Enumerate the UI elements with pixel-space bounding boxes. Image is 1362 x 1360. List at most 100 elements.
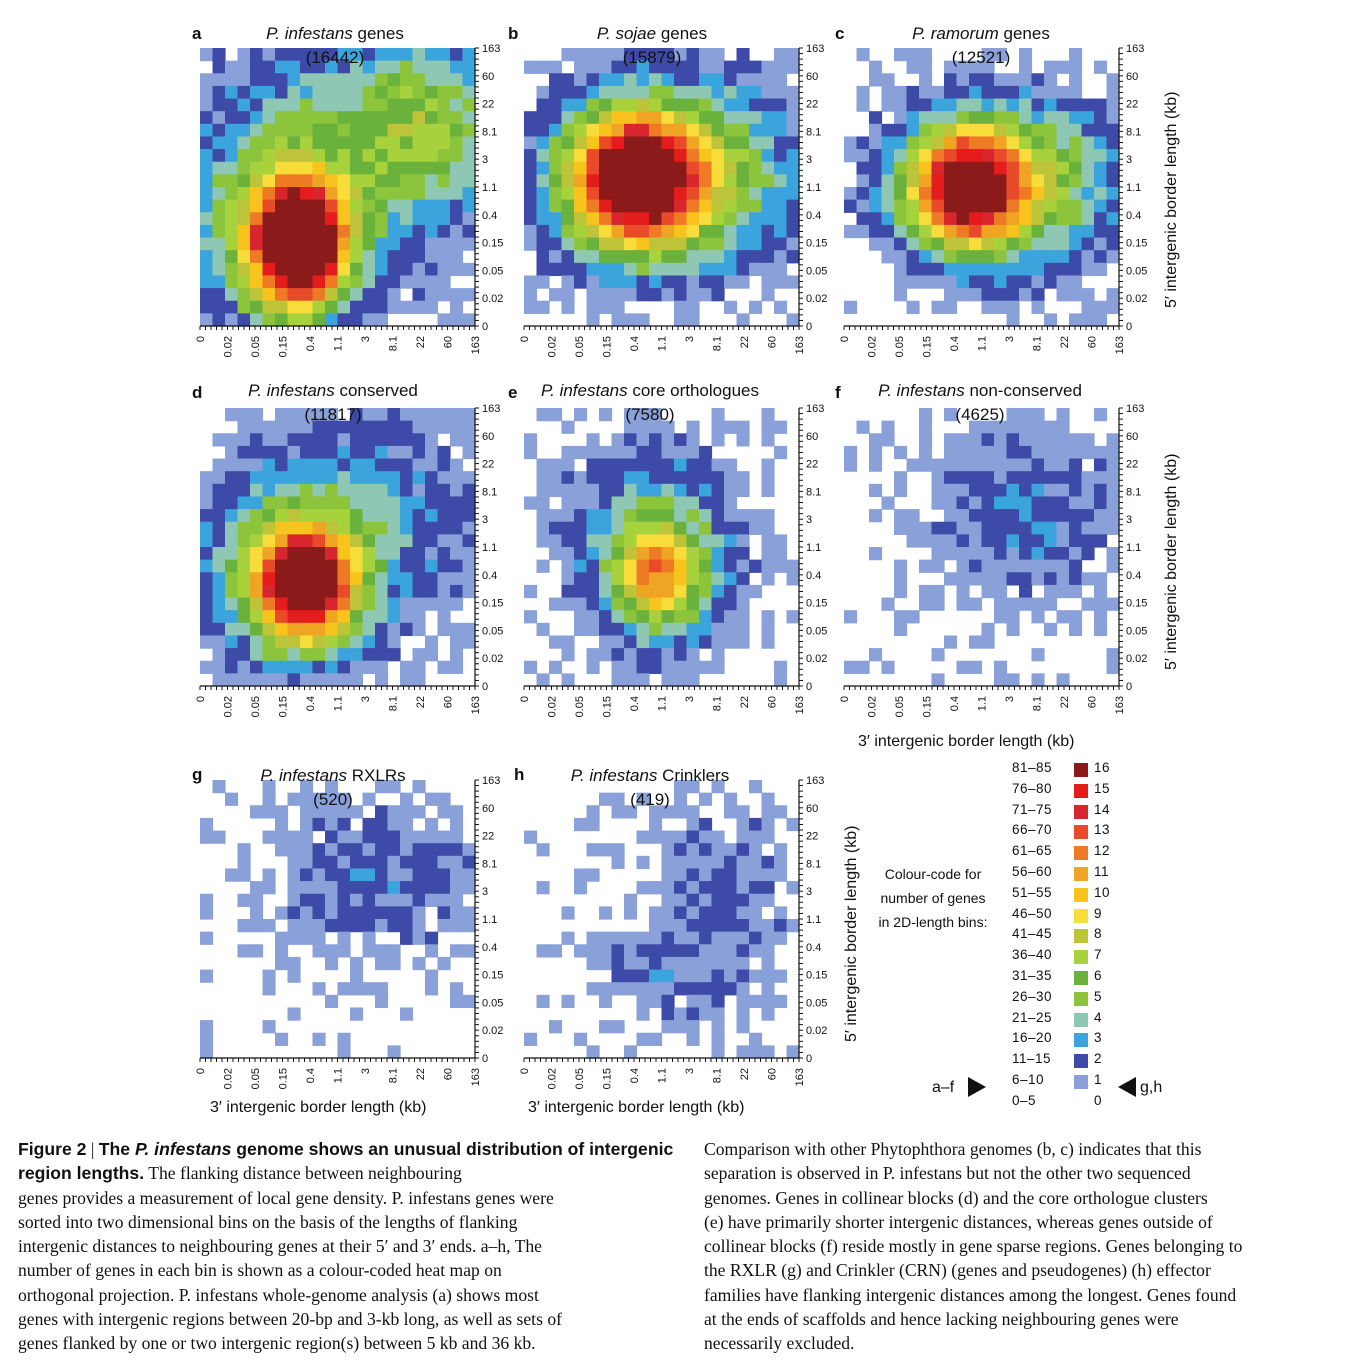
heatmap-cell [412, 622, 426, 637]
heatmap-cell [919, 224, 933, 239]
x-tick-label: 0.02 [547, 696, 559, 717]
heatmap-cell [636, 660, 650, 674]
heatmap-cell [425, 149, 439, 163]
heatmap-cell [450, 187, 464, 201]
heatmap-cell [994, 85, 1008, 100]
heatmap-cell [661, 547, 675, 561]
heatmap-cell [462, 445, 476, 460]
heatmap-cell [300, 648, 314, 662]
heatmap-cell [586, 622, 600, 637]
heatmap-cell [881, 85, 895, 100]
heatmap-cell [561, 149, 575, 163]
heatmap-cell [275, 610, 289, 624]
heatmap-cell [611, 199, 625, 213]
heatmap-cell [761, 521, 775, 535]
heatmap-cell [412, 111, 426, 125]
heatmap-cell [350, 673, 364, 687]
heatmap-cell [387, 445, 401, 460]
heatmap-cell [1056, 250, 1070, 264]
heatmap-cell [549, 199, 563, 213]
heatmap-cell [661, 843, 675, 857]
heatmap-cell [225, 111, 239, 125]
heatmap-cell [1019, 471, 1033, 485]
heatmap-cell [761, 982, 775, 996]
heatmap-cell [736, 559, 750, 573]
heatmap-cell [362, 830, 376, 844]
heatmap-cell [774, 843, 788, 857]
heatmap-cell [262, 660, 276, 674]
x-tick-label: 22 [415, 696, 427, 708]
heatmap-cell [711, 262, 725, 277]
heatmap-cell [969, 73, 983, 87]
heatmap-cell [1106, 648, 1120, 662]
x-tick-label: 0.4 [949, 336, 961, 351]
legend-code: 16 [1094, 760, 1111, 775]
heatmap-cell [649, 111, 663, 125]
heatmap-cell [1081, 433, 1095, 447]
heatmap-cell [931, 673, 945, 687]
heatmap-cell [362, 98, 376, 112]
heatmap-cell [894, 123, 908, 138]
heatmap-cell [350, 433, 364, 447]
heatmap-cell [624, 547, 638, 561]
heatmap-cell [1069, 73, 1083, 87]
heatmap-cell [919, 149, 933, 163]
heatmap-cell [956, 483, 970, 498]
heatmap-cell [969, 174, 983, 188]
heatmap-cell [944, 187, 958, 201]
heatmap-cell [724, 931, 738, 945]
heatmap-cell [1094, 149, 1108, 163]
heatmap-cell [919, 262, 933, 277]
heatmap-cell [661, 161, 675, 175]
heatmap-cell [906, 509, 920, 523]
heatmap-cell [337, 250, 351, 264]
heatmap-cell [1044, 572, 1058, 586]
heatmap-cell [674, 622, 688, 637]
heatmap-cell [412, 136, 426, 150]
heatmap-cell [1094, 509, 1108, 523]
heatmap-cell [649, 161, 663, 175]
x-tick-label: 1.1 [333, 1068, 345, 1083]
heatmap-cell [774, 237, 788, 251]
heatmap-cell [749, 187, 763, 201]
heatmap-cell [425, 250, 439, 264]
heatmap-cell [869, 445, 883, 460]
heatmap-cell [387, 509, 401, 523]
heatmap-cell [711, 212, 725, 226]
heatmap-cell [711, 982, 725, 996]
heatmap-cell [761, 237, 775, 251]
heatmap-cell [1069, 509, 1083, 523]
heatmap-cell [287, 458, 301, 472]
heatmap-cell [337, 982, 351, 996]
heatmap-cell [300, 161, 314, 175]
heatmap-cell [350, 73, 364, 87]
heatmap-cell [437, 843, 451, 857]
heatmap-cell [212, 496, 226, 510]
heatmap-cell [674, 855, 688, 870]
heatmap-cell [300, 73, 314, 87]
y-tick-label: 3 [806, 154, 812, 166]
y-tick-label: 163 [482, 403, 500, 415]
heatmap-cell [212, 275, 226, 289]
heatmap-cell [686, 496, 700, 510]
heatmap-cell [1106, 161, 1120, 175]
heatmap-cell [325, 212, 339, 226]
heatmap-cell [944, 73, 958, 87]
x-tick-label: 0.05 [250, 696, 262, 717]
heatmap-cell [574, 559, 588, 573]
heatmap-cell [661, 919, 675, 933]
heatmap-cell [262, 212, 276, 226]
heatmap-cell [462, 521, 476, 535]
heatmap-cell [686, 300, 700, 314]
heatmap-cell [250, 597, 264, 611]
legend-range: 56–60 [1012, 864, 1053, 879]
heatmap-cell [906, 610, 920, 624]
heatmap-cell [586, 123, 600, 138]
heatmap-cell [200, 521, 214, 535]
heatmap-cell [1081, 98, 1095, 112]
y-tick-label: 0 [1126, 321, 1132, 333]
heatmap-cell [599, 445, 613, 460]
heatmap-cell [981, 136, 995, 150]
heatmap-cell [661, 174, 675, 188]
heatmap-cell [774, 300, 788, 314]
